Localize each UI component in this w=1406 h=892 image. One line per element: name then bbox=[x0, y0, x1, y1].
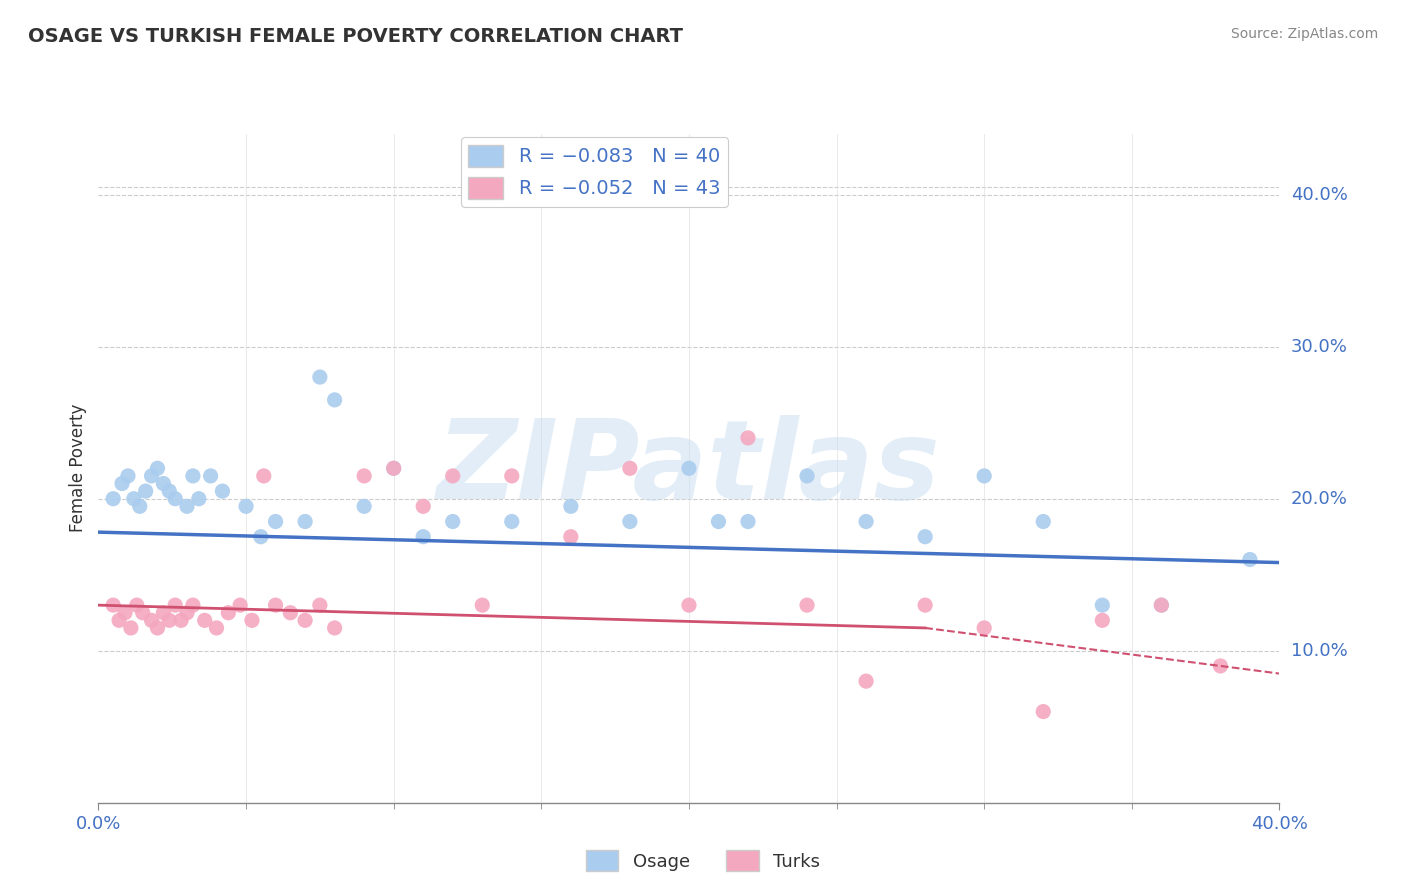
Point bbox=[973, 621, 995, 635]
Point bbox=[914, 530, 936, 544]
Point bbox=[240, 613, 263, 627]
Point bbox=[181, 598, 204, 612]
Point bbox=[560, 530, 582, 544]
Point bbox=[737, 515, 759, 529]
Point bbox=[707, 515, 730, 529]
Point bbox=[1091, 613, 1114, 627]
Point bbox=[323, 621, 346, 635]
Point bbox=[412, 500, 434, 514]
Point bbox=[152, 606, 174, 620]
Point bbox=[1239, 552, 1261, 566]
Point bbox=[211, 484, 233, 499]
Point bbox=[152, 476, 174, 491]
Point bbox=[235, 500, 257, 514]
Point bbox=[165, 491, 187, 506]
Point bbox=[678, 461, 700, 475]
Point bbox=[264, 515, 287, 529]
Point bbox=[471, 598, 494, 612]
Point bbox=[135, 484, 157, 499]
Point bbox=[103, 491, 125, 506]
Point bbox=[128, 500, 150, 514]
Point bbox=[1032, 705, 1054, 719]
Text: 40.0%: 40.0% bbox=[1291, 186, 1347, 203]
Point bbox=[122, 491, 145, 506]
Point bbox=[619, 461, 641, 475]
Point bbox=[796, 598, 818, 612]
Point bbox=[737, 431, 759, 445]
Point bbox=[855, 674, 877, 689]
Point bbox=[501, 469, 523, 483]
Point bbox=[294, 613, 316, 627]
Point bbox=[253, 469, 276, 483]
Point bbox=[678, 598, 700, 612]
Point bbox=[146, 461, 169, 475]
Text: 30.0%: 30.0% bbox=[1291, 338, 1347, 356]
Point bbox=[441, 469, 464, 483]
Point bbox=[353, 500, 375, 514]
Legend: R = −0.083   N = 40, R = −0.052   N = 43: R = −0.083 N = 40, R = −0.052 N = 43 bbox=[461, 136, 728, 207]
Point bbox=[117, 469, 139, 483]
Point bbox=[157, 484, 180, 499]
Point bbox=[120, 621, 142, 635]
Point bbox=[114, 606, 136, 620]
Point bbox=[132, 606, 155, 620]
Legend: Osage, Turks: Osage, Turks bbox=[579, 843, 827, 879]
Point bbox=[264, 598, 287, 612]
Point bbox=[619, 515, 641, 529]
Point bbox=[501, 515, 523, 529]
Text: Source: ZipAtlas.com: Source: ZipAtlas.com bbox=[1230, 27, 1378, 41]
Point bbox=[181, 469, 204, 483]
Point bbox=[323, 392, 346, 407]
Text: OSAGE VS TURKISH FEMALE POVERTY CORRELATION CHART: OSAGE VS TURKISH FEMALE POVERTY CORRELAT… bbox=[28, 27, 683, 45]
Point bbox=[382, 461, 405, 475]
Point bbox=[1150, 598, 1173, 612]
Point bbox=[205, 621, 228, 635]
Point bbox=[157, 613, 180, 627]
Point bbox=[146, 621, 169, 635]
Point bbox=[176, 606, 198, 620]
Point bbox=[1032, 515, 1054, 529]
Point bbox=[141, 469, 163, 483]
Point bbox=[796, 469, 818, 483]
Point bbox=[200, 469, 222, 483]
Point bbox=[441, 515, 464, 529]
Point bbox=[1091, 598, 1114, 612]
Point bbox=[309, 370, 332, 384]
Point bbox=[560, 500, 582, 514]
Point bbox=[108, 613, 131, 627]
Text: ZIPatlas: ZIPatlas bbox=[437, 415, 941, 522]
Point bbox=[294, 515, 316, 529]
Point bbox=[170, 613, 193, 627]
Point bbox=[309, 598, 332, 612]
Point bbox=[1209, 659, 1232, 673]
Point bbox=[111, 476, 134, 491]
Point bbox=[125, 598, 148, 612]
Point bbox=[278, 606, 302, 620]
Point bbox=[141, 613, 163, 627]
Text: 20.0%: 20.0% bbox=[1291, 490, 1347, 508]
Point bbox=[176, 500, 198, 514]
Point bbox=[229, 598, 252, 612]
Point bbox=[914, 598, 936, 612]
Point bbox=[194, 613, 217, 627]
Point bbox=[103, 598, 125, 612]
Point bbox=[250, 530, 273, 544]
Point bbox=[382, 461, 405, 475]
Point bbox=[165, 598, 187, 612]
Point bbox=[353, 469, 375, 483]
Point bbox=[412, 530, 434, 544]
Point bbox=[187, 491, 209, 506]
Point bbox=[855, 515, 877, 529]
Text: 10.0%: 10.0% bbox=[1291, 641, 1347, 660]
Point bbox=[1150, 598, 1173, 612]
Y-axis label: Female Poverty: Female Poverty bbox=[69, 404, 87, 533]
Point bbox=[217, 606, 239, 620]
Point bbox=[973, 469, 995, 483]
